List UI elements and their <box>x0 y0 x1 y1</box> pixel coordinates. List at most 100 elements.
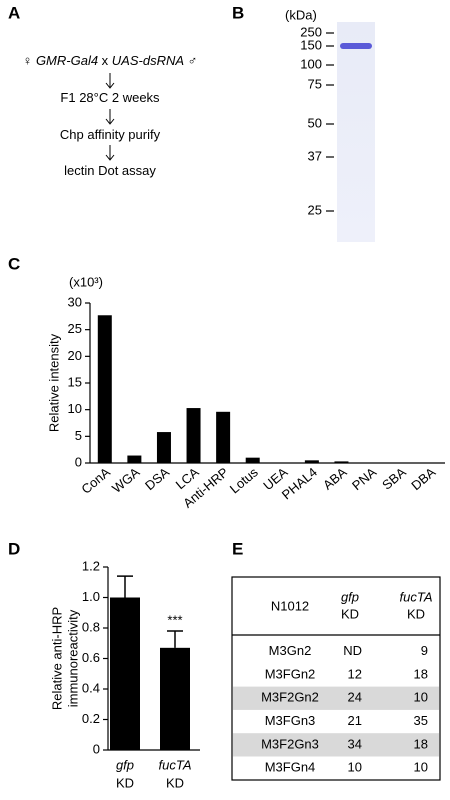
y-tick-label: 15 <box>68 374 82 389</box>
table-cell: M3F2Gn2 <box>261 690 319 705</box>
table-cell: 21 <box>348 713 362 728</box>
flow-text: ♀ <box>23 53 36 68</box>
bar <box>110 597 140 750</box>
unit-label: (x10³) <box>69 274 103 289</box>
bar <box>127 455 142 463</box>
y-tick-label: 0.4 <box>82 680 100 695</box>
flow-step: Chp affinity purify <box>60 127 161 142</box>
bar <box>186 408 201 463</box>
x-tick-label: gfp <box>116 757 134 772</box>
table-cell: 10 <box>348 760 362 775</box>
flow-text: lectin Dot assay <box>64 163 156 178</box>
marker-label: 25 <box>308 202 322 217</box>
table-cell: M3FGn4 <box>265 760 316 775</box>
bar <box>304 460 319 463</box>
flow-text: x <box>98 53 112 68</box>
marker-label: 250 <box>300 24 322 39</box>
x-tick-label: fucTA <box>159 757 192 772</box>
y-tick-label: 0.6 <box>82 650 100 665</box>
x-tick-label: DSA <box>142 464 172 493</box>
arrow <box>105 109 115 125</box>
table-header: fucTA <box>400 589 433 604</box>
x-tick-label: PNA <box>349 464 379 493</box>
x-tick-label: WGA <box>109 464 143 496</box>
x-tick-label: ABA <box>320 464 350 492</box>
row-shade <box>233 733 439 757</box>
table-cell: M3FGn3 <box>265 713 316 728</box>
y-axis-label: Relative intensity <box>46 333 61 432</box>
flow-text: ♂ <box>184 53 197 68</box>
x-tick-label: KD <box>116 775 134 790</box>
y-tick-label: 0.2 <box>82 711 100 726</box>
table-cell: 10 <box>414 760 428 775</box>
marker-label: 37 <box>308 148 322 163</box>
y-tick-label: 0 <box>75 454 82 469</box>
panel-letter: A <box>8 3 20 22</box>
table-cell: 34 <box>348 736 362 751</box>
flow-text: Chp affinity purify <box>60 127 161 142</box>
gel-lane <box>337 22 375 242</box>
bar <box>156 432 171 463</box>
flow-step: lectin Dot assay <box>64 163 156 178</box>
x-tick-label: KD <box>166 775 184 790</box>
table-cell: ND <box>343 643 362 658</box>
arrow <box>105 145 115 161</box>
x-tick-label: ConA <box>78 464 113 497</box>
bar <box>216 411 231 463</box>
flow-arrows <box>105 73 115 161</box>
y-tick-label: 5 <box>75 428 82 443</box>
flow-text: F1 28°C 2 weeks <box>60 90 160 105</box>
table-header: gfp <box>341 589 359 604</box>
marker-label: 100 <box>300 56 322 71</box>
y-axis-label: Relative anti-HRP <box>49 607 64 710</box>
y-tick-label: 1.2 <box>82 558 100 573</box>
x-tick-label: SBA <box>379 464 409 492</box>
table-cell: 12 <box>348 666 362 681</box>
y-tick-label: 1.0 <box>82 589 100 604</box>
error-bar <box>117 575 133 598</box>
marker-label: 75 <box>308 76 322 91</box>
bar <box>160 647 190 750</box>
y-tick-label: 20 <box>68 348 82 363</box>
error-bar <box>167 630 183 648</box>
marker-label: 50 <box>308 115 322 130</box>
flow-text: GMR-Gal4 <box>36 53 98 68</box>
x-tick-label: Lotus <box>227 464 261 496</box>
bar <box>245 457 260 463</box>
panel-letter: E <box>232 539 243 558</box>
y-tick-label: 0 <box>93 741 100 756</box>
marker-label: 150 <box>300 37 322 52</box>
gel-band <box>340 43 372 49</box>
table-cell: M3F2Gn3 <box>261 736 319 751</box>
table-cell: 9 <box>421 643 428 658</box>
panel-letter: B <box>232 3 244 22</box>
table-header: KD <box>407 606 425 621</box>
annotation: *** <box>167 612 182 627</box>
bar <box>97 315 112 463</box>
panel-letter: C <box>8 254 20 273</box>
table-cell: 18 <box>414 666 428 681</box>
y-tick-label: 10 <box>68 401 82 416</box>
table-frame <box>231 576 441 781</box>
arrow <box>105 73 115 89</box>
table-cell: 18 <box>414 736 428 751</box>
table-cell: 24 <box>348 690 362 705</box>
table-header: KD <box>341 606 359 621</box>
flow-step: F1 28°C 2 weeks <box>60 90 160 105</box>
table-cell: M3Gn2 <box>269 643 312 658</box>
flow-step: ♀ GMR-Gal4 x UAS-dsRNA ♂ <box>23 53 198 68</box>
y-tick-label: 0.8 <box>82 619 100 634</box>
x-tick-label: DBA <box>408 464 438 493</box>
y-tick-label: 25 <box>68 321 82 336</box>
table-header: N1012 <box>271 598 309 613</box>
table-cell: 10 <box>414 690 428 705</box>
panel-letter: D <box>8 539 20 558</box>
table-cell: M3FGn2 <box>265 666 316 681</box>
bar <box>334 461 349 463</box>
flow-text: UAS-dsRNA <box>112 53 184 68</box>
row-shade <box>233 686 439 710</box>
table-cell: 35 <box>414 713 428 728</box>
gel-unit: (kDa) <box>285 7 317 22</box>
y-tick-label: 30 <box>68 294 82 309</box>
